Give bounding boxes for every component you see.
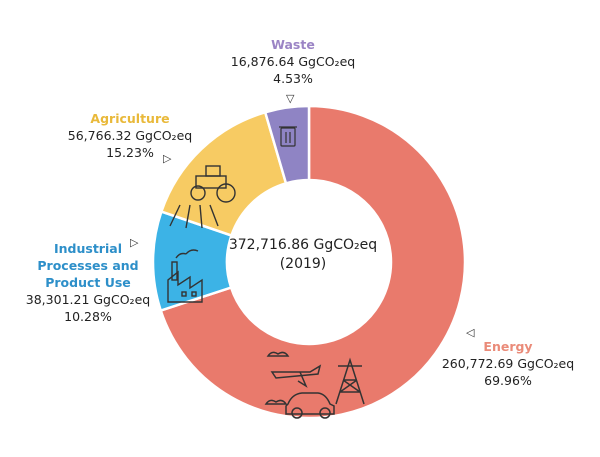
energy-label: Energy 260,772.69 GgCO₂eq 69.96% [428, 338, 588, 389]
slice-waste [263, 104, 311, 185]
energy-transport-icon [264, 351, 365, 419]
total-value: 372,716.86 [228, 237, 310, 253]
waste-pointer-icon: ▽ [286, 92, 295, 105]
total-unit: GgCO₂eq [313, 237, 378, 253]
waste-label: Waste 16,876.64 GgCO₂eq 4.53% [223, 36, 363, 87]
energy-pointer-icon: ◁ [466, 326, 475, 339]
industrial-label: Industrial Processes and Product Use 38,… [14, 240, 162, 325]
waste-percent: 4.53% [273, 71, 313, 86]
industrial-name-line1: Industrial [54, 241, 122, 256]
energy-name: Energy [483, 339, 533, 354]
agriculture-label: Agriculture 56,766.32 GgCO₂eq 15.23% [55, 110, 205, 161]
slice-energy [159, 104, 467, 420]
energy-percent: 69.96% [484, 373, 532, 388]
agriculture-name: Agriculture [90, 111, 170, 126]
agriculture-percent: 15.23% [106, 145, 154, 160]
industrial-name-line2: Processes and [37, 258, 139, 273]
waste-value: 16,876.64 GgCO₂eq [230, 54, 356, 69]
agriculture-pointer-icon: ▷ [163, 152, 172, 165]
energy-value: 260,772.69 GgCO₂eq [441, 356, 575, 371]
industrial-percent: 10.28% [64, 309, 112, 324]
total-label: 372,716.86 GgCO₂eq (2019) [228, 236, 378, 274]
tractor-icon [169, 165, 236, 229]
industrial-pointer-icon: ▷ [130, 236, 139, 249]
trash-bin-icon [279, 126, 297, 147]
factory-icon [167, 249, 203, 303]
total-year: (2019) [279, 256, 327, 272]
industrial-value: 38,301.21 GgCO₂eq [25, 292, 151, 307]
agriculture-value: 56,766.32 GgCO₂eq [67, 128, 193, 143]
waste-name: Waste [271, 37, 315, 52]
industrial-name-line3: Product Use [45, 275, 131, 290]
